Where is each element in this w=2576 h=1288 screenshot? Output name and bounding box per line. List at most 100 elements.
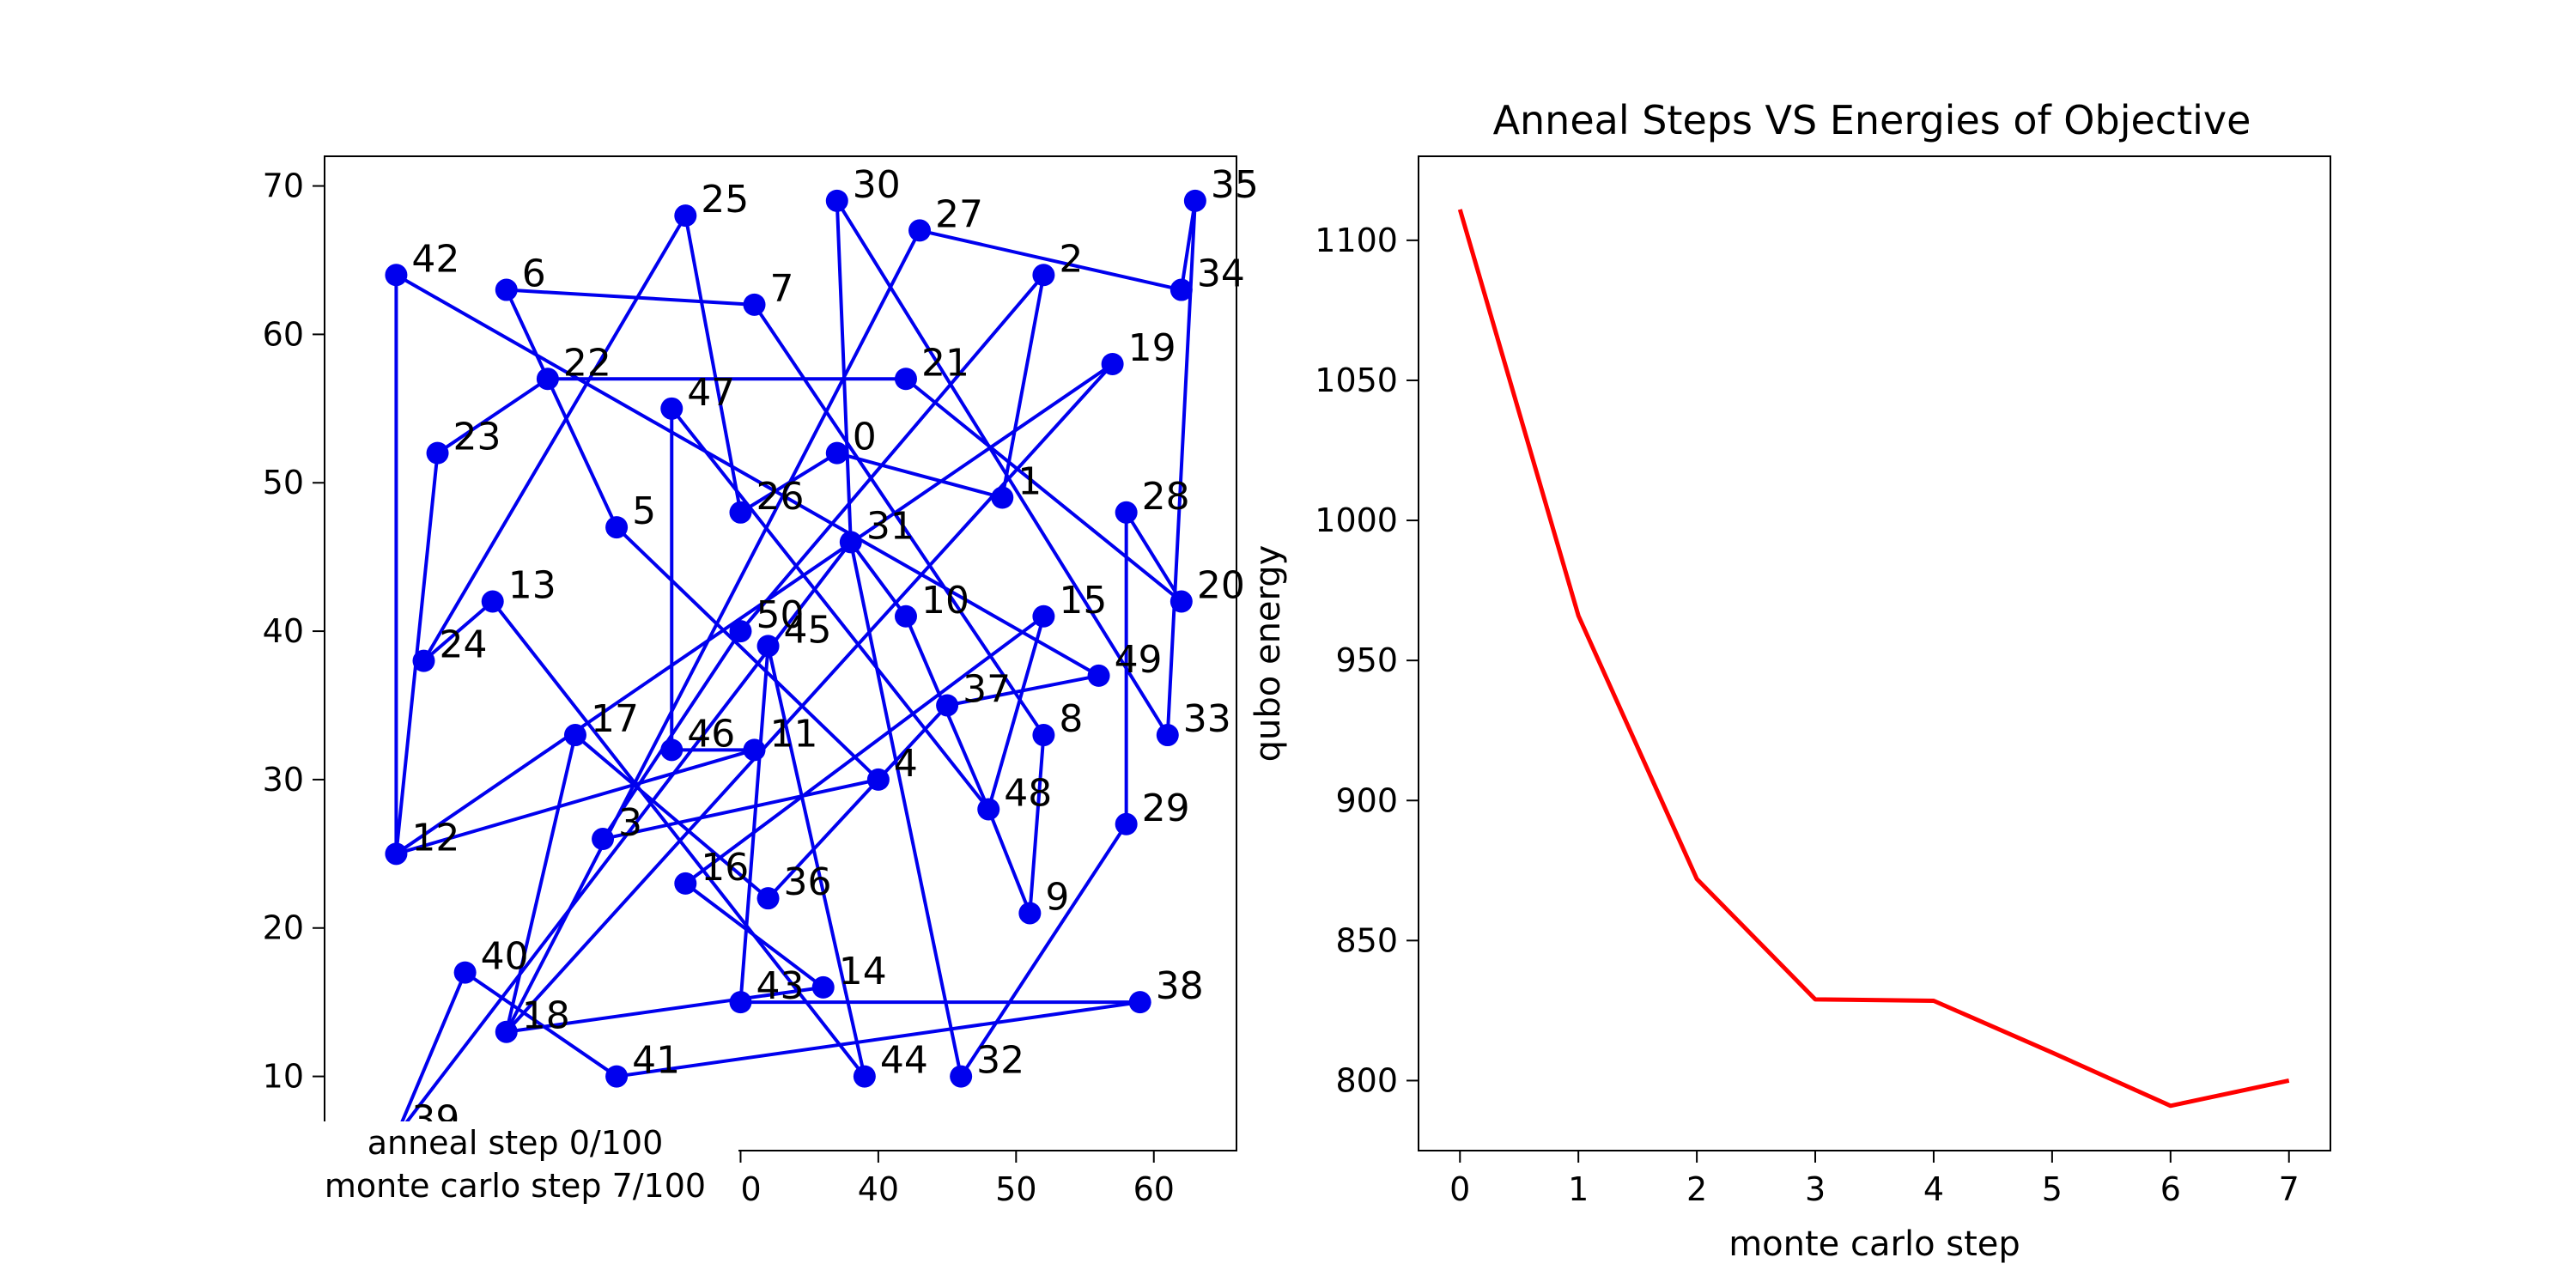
tour-edge xyxy=(394,273,1101,677)
city-point xyxy=(481,590,504,613)
y-tick-label: 1050 xyxy=(1315,361,1398,399)
x-tick-label: 3 xyxy=(1805,1170,1826,1208)
city-markers xyxy=(385,189,1206,1147)
city-label: 16 xyxy=(701,846,749,890)
city-point xyxy=(1115,812,1138,835)
city-label: 2 xyxy=(1059,237,1083,281)
city-label: 13 xyxy=(508,564,556,608)
city-label: 3 xyxy=(618,801,642,845)
city-point xyxy=(894,605,917,628)
y-tick-label: 50 xyxy=(263,464,304,501)
tour-plot-frame xyxy=(324,155,1237,1151)
city-label: 35 xyxy=(1211,163,1259,207)
y-tick-label: 900 xyxy=(1335,781,1398,819)
tour-edge xyxy=(683,881,825,989)
y-tick-label: 850 xyxy=(1335,921,1398,959)
tour-edge xyxy=(504,985,825,1034)
city-label: 1 xyxy=(1018,460,1042,504)
y-tick-label: 10 xyxy=(263,1058,304,1096)
city-point xyxy=(1032,605,1055,628)
city-point xyxy=(950,1065,973,1088)
x-tick-label: 4 xyxy=(1923,1170,1944,1208)
city-point xyxy=(1156,724,1179,747)
tour-edge xyxy=(683,614,1046,885)
tour-edge xyxy=(394,970,467,1138)
city-label: 26 xyxy=(756,475,804,519)
city-label: 6 xyxy=(522,252,546,296)
energy-plot: Anneal Steps VS Energies of Objective 0 1… xyxy=(1249,97,2331,1264)
tour-edge xyxy=(504,733,577,1034)
tour-edge xyxy=(394,361,1115,856)
city-point xyxy=(536,368,559,391)
tour-edge xyxy=(504,288,756,307)
city-point xyxy=(1032,264,1055,287)
city-point xyxy=(908,219,932,242)
city-label: 17 xyxy=(591,697,639,741)
tour-edge xyxy=(504,228,922,1034)
tour-edge xyxy=(490,599,866,1078)
tour-edge xyxy=(670,406,991,811)
city-point xyxy=(866,768,890,791)
city-point xyxy=(674,872,697,895)
tour-edge xyxy=(835,198,1170,738)
city-point xyxy=(894,368,917,391)
city-point xyxy=(936,694,959,717)
tour-edge xyxy=(573,733,770,901)
city-label: 12 xyxy=(411,816,459,860)
city-label: 11 xyxy=(770,712,818,756)
city-label: 45 xyxy=(784,608,832,652)
tour-edge xyxy=(504,361,1115,1034)
city-label: 25 xyxy=(701,178,749,222)
city-label: 7 xyxy=(770,267,794,311)
x-axis-label: monte carlo step xyxy=(1728,1224,2020,1264)
tour-edge xyxy=(683,214,743,514)
city-label: 5 xyxy=(632,489,656,533)
city-point xyxy=(1087,664,1110,687)
city-label: 49 xyxy=(1115,638,1163,682)
tour-edge xyxy=(504,288,619,530)
city-label: 29 xyxy=(1142,787,1190,830)
tour-edge xyxy=(422,599,495,663)
tour-edge xyxy=(959,822,1128,1078)
city-label: 27 xyxy=(935,192,983,236)
city-label: 44 xyxy=(880,1039,928,1083)
city-label: 8 xyxy=(1059,697,1083,741)
y-tick-label: 40 xyxy=(263,612,304,650)
status-caption: anneal step 0/100 monte carlo step 7/100 xyxy=(292,1121,738,1216)
city-point xyxy=(729,501,752,524)
y-tick-label: 800 xyxy=(1335,1061,1398,1099)
city-label: 15 xyxy=(1059,579,1107,623)
tour-edge xyxy=(1028,733,1046,915)
tour-edge xyxy=(738,273,1046,634)
city-label: 50 xyxy=(756,593,804,637)
tour-edge xyxy=(394,748,756,856)
city-point xyxy=(495,278,518,301)
x-tick-label: 0 xyxy=(1449,1170,1470,1208)
y-tick-label: 60 xyxy=(263,315,304,353)
city-point xyxy=(1018,902,1042,925)
city-point xyxy=(1128,991,1151,1014)
city-label: 40 xyxy=(481,935,529,979)
city-label: 37 xyxy=(963,667,1011,711)
city-point xyxy=(605,1065,629,1088)
tour-edge xyxy=(422,214,688,663)
tour-edge xyxy=(766,703,950,901)
city-point xyxy=(426,441,449,465)
tour-edge xyxy=(615,1000,1142,1078)
city-label: 47 xyxy=(687,371,735,415)
city-point xyxy=(825,189,848,212)
city-point xyxy=(743,738,766,762)
city-label: 20 xyxy=(1197,564,1245,608)
city-point xyxy=(592,828,615,851)
tour-edge xyxy=(463,970,619,1078)
city-point xyxy=(1101,352,1124,375)
y-tick-label: 1000 xyxy=(1315,501,1398,539)
city-label: 24 xyxy=(440,623,488,667)
city-point xyxy=(1032,724,1055,747)
anneal-step-text: anneal step 0/100 xyxy=(367,1124,664,1162)
city-label: 21 xyxy=(921,341,969,385)
city-point xyxy=(385,264,408,287)
tour-edge xyxy=(835,198,853,544)
